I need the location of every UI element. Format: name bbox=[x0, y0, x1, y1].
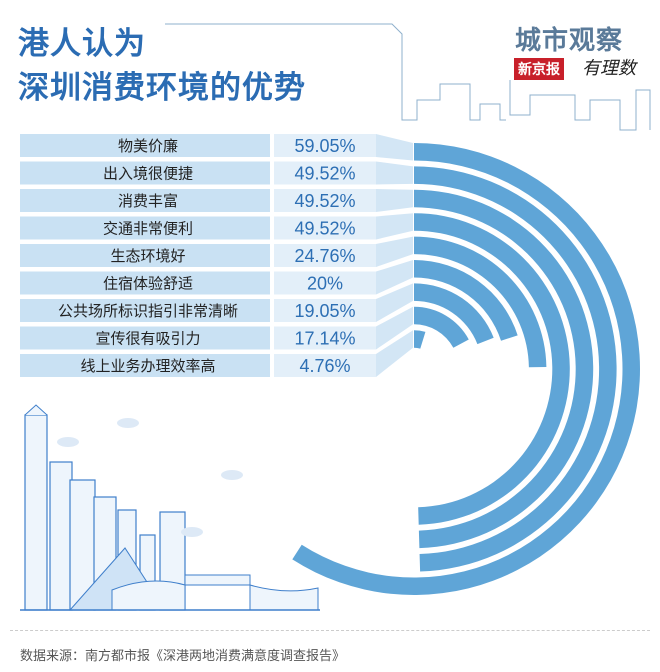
value-box bbox=[274, 244, 376, 267]
category-label: 交通非常便利 bbox=[103, 220, 193, 238]
radial-bar-arc bbox=[414, 213, 570, 525]
connector-ribbon bbox=[376, 161, 413, 185]
value-box bbox=[274, 161, 376, 185]
connector-ribbon bbox=[376, 236, 413, 267]
radial-bar-arc bbox=[414, 330, 426, 349]
connector-ribbon bbox=[376, 134, 413, 161]
value-box bbox=[274, 299, 376, 322]
connector-ribbon bbox=[376, 260, 413, 295]
value-box bbox=[274, 326, 376, 350]
category-label: 消费丰富 bbox=[118, 192, 178, 210]
value-box bbox=[274, 134, 376, 157]
brand-paper-logo: 新京报 bbox=[514, 58, 564, 80]
radial-bar-arc bbox=[414, 236, 547, 368]
low-building bbox=[111, 580, 319, 611]
radial-bar-arc bbox=[414, 306, 469, 348]
category-label: 住宿体验舒适 bbox=[103, 275, 193, 293]
city-skyline-illustration bbox=[20, 404, 320, 611]
cloud bbox=[221, 470, 243, 480]
category-label-box bbox=[20, 216, 270, 240]
category-label-box bbox=[20, 161, 270, 185]
category-label-box bbox=[20, 244, 270, 267]
connector-ribbon bbox=[376, 306, 413, 350]
tower-top bbox=[24, 404, 48, 416]
category-label: 线上业务办理效率高 bbox=[80, 357, 215, 375]
value-label: 49.52% bbox=[294, 164, 355, 184]
connector-ribbon bbox=[376, 213, 413, 240]
value-label: 24.76% bbox=[294, 246, 355, 266]
category-label: 物美价廉 bbox=[118, 137, 178, 155]
value-box bbox=[274, 354, 376, 377]
category-label-box bbox=[20, 326, 270, 350]
brand-sub-logo: 有理数 bbox=[582, 58, 636, 79]
radial-bar-arc bbox=[414, 260, 518, 341]
cloud bbox=[57, 437, 79, 447]
category-label-box bbox=[20, 354, 270, 377]
value-label: 19.05% bbox=[294, 301, 355, 321]
category-label: 出入境很便捷 bbox=[103, 165, 193, 183]
value-box bbox=[274, 216, 376, 240]
divider bbox=[10, 630, 650, 631]
value-box bbox=[274, 189, 376, 212]
value-label: 49.52% bbox=[294, 191, 355, 211]
cloud bbox=[117, 418, 139, 428]
connector-ribbon bbox=[376, 330, 413, 377]
value-label: 4.76% bbox=[299, 356, 350, 376]
value-label: 17.14% bbox=[294, 329, 355, 349]
building bbox=[49, 461, 73, 611]
category-label: 宣传很有吸引力 bbox=[95, 330, 200, 348]
frame-decoration bbox=[165, 23, 651, 131]
connector-ribbon bbox=[376, 189, 413, 212]
category-label-box bbox=[20, 189, 270, 212]
category-label-box bbox=[20, 271, 270, 295]
radial-bar-arc bbox=[414, 283, 494, 345]
category-label-box bbox=[20, 299, 270, 322]
category-label: 公共场所标识指引非常清晰 bbox=[58, 302, 238, 320]
category-label-box bbox=[20, 134, 270, 157]
bridge bbox=[184, 574, 251, 586]
data-source: 数据来源：南方都市报《深港两地消费满意度调查报告》 bbox=[20, 649, 346, 664]
value-box bbox=[274, 271, 376, 295]
value-label: 20% bbox=[307, 274, 343, 294]
connector-ribbon bbox=[376, 283, 413, 322]
cloud bbox=[181, 527, 203, 537]
title-line-2: 深圳消费环境的优势 bbox=[18, 70, 306, 106]
building bbox=[24, 414, 48, 611]
value-label: 49.52% bbox=[294, 219, 355, 239]
title-line-1: 港人认为 bbox=[18, 26, 146, 62]
brand-column-name: 城市观察 bbox=[515, 26, 624, 56]
category-label: 生态环境好 bbox=[110, 247, 185, 265]
value-label: 59.05% bbox=[294, 136, 355, 156]
